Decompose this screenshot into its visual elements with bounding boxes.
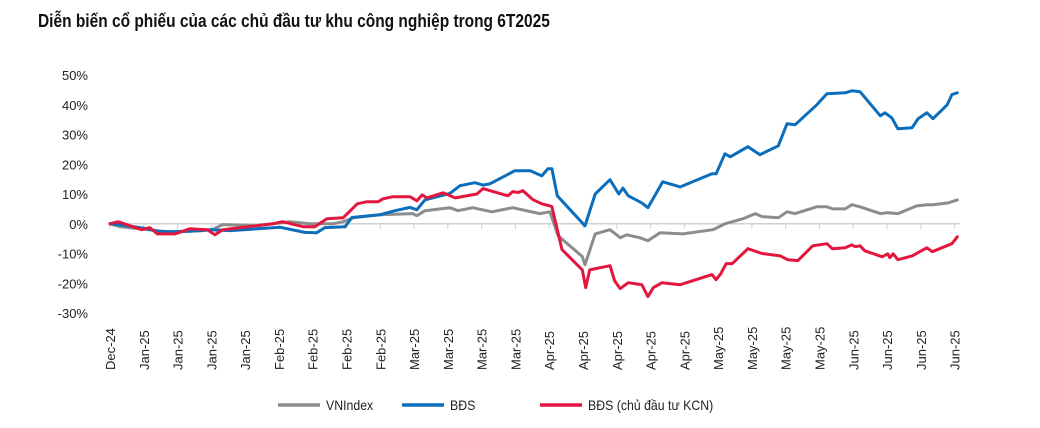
x-tick-label: Jan-25 [171, 330, 186, 370]
y-tick-label: -10% [58, 247, 89, 262]
x-tick-label: Mar-25 [407, 329, 422, 370]
chart-title: Diễn biến cổ phiếu của các chủ đầu tư kh… [38, 11, 550, 31]
x-tick-label: May-25 [812, 327, 827, 370]
series-line-b-s-ch-u-t-kcn- [108, 187, 959, 299]
x-tick-label: Feb-25 [272, 329, 287, 370]
series-line-vnindex [108, 198, 959, 267]
x-tick-label: Jan-25 [204, 330, 219, 370]
x-tick-label: Mar-25 [475, 329, 490, 370]
y-tick-label: 10% [62, 187, 88, 202]
x-tick-label: Jun-25 [846, 330, 861, 370]
x-tick-label: May-25 [711, 327, 726, 370]
x-tick-label: Jan-25 [137, 330, 152, 370]
y-tick-label: 0% [69, 217, 88, 232]
y-tick-label: 30% [62, 128, 88, 143]
x-tick-label: Jun-25 [880, 330, 895, 370]
y-tick-label: 50% [62, 68, 88, 83]
x-tick-label: Feb-25 [306, 329, 321, 370]
x-tick-label: Jan-25 [238, 330, 253, 370]
y-tick-label: -20% [58, 276, 89, 291]
x-tick-label: Apr-25 [576, 331, 591, 370]
x-tick-label: May-25 [779, 327, 794, 370]
y-tick-label: 20% [62, 157, 88, 172]
x-tick-label: Jun-25 [948, 330, 963, 370]
x-tick-label: Jun-25 [914, 330, 929, 370]
legend-label: BĐS (chủ đầu tư KCN) [588, 397, 713, 413]
x-tick-label: Apr-25 [542, 331, 557, 370]
legend-label: BĐS [450, 397, 476, 413]
series-line-b-s [108, 89, 959, 235]
x-tick-label: Apr-25 [610, 331, 625, 370]
x-tick-label: May-25 [745, 327, 760, 370]
legend-label: VNIndex [326, 397, 374, 413]
x-tick-label: Apr-25 [677, 331, 692, 370]
x-tick-label: Dec-24 [103, 328, 118, 370]
y-tick-label: -30% [58, 306, 89, 321]
x-tick-label: Mar-25 [508, 329, 523, 370]
y-tick-label: 40% [62, 98, 88, 113]
x-tick-label: Feb-25 [339, 329, 354, 370]
x-tick-label: Apr-25 [644, 331, 659, 370]
x-tick-label: Mar-25 [441, 329, 456, 370]
x-tick-label: Feb-25 [373, 329, 388, 370]
